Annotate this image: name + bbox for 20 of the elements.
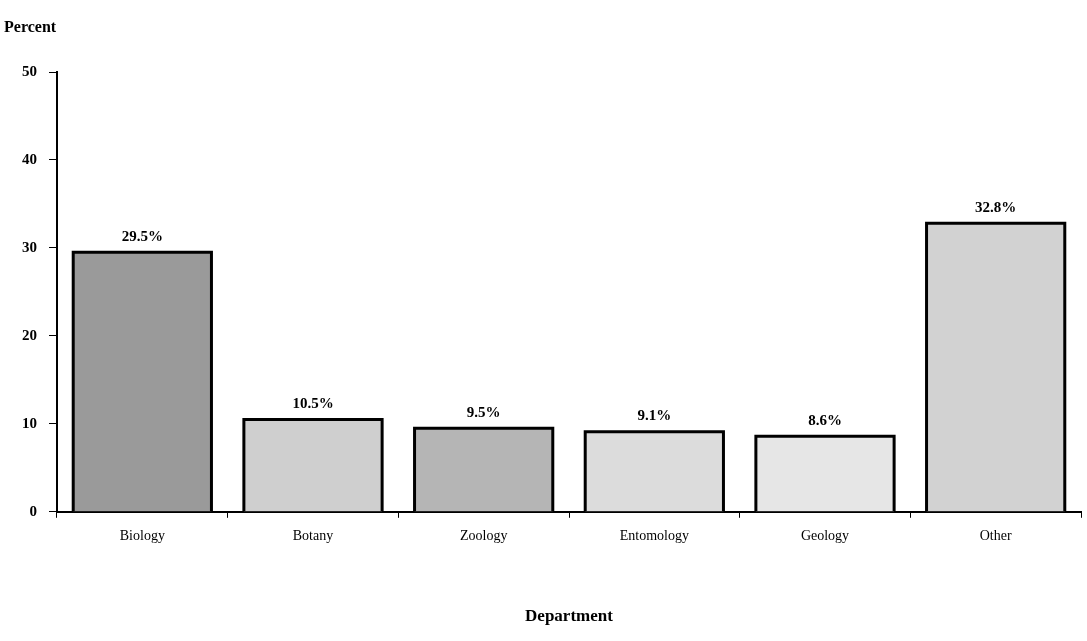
y-tick-label: 50 — [22, 62, 37, 79]
y-tick-label: 40 — [22, 150, 37, 167]
y-tick-label: 10 — [22, 414, 37, 431]
x-tick-label: Zoology — [459, 527, 508, 543]
data-label: 29.5% — [121, 227, 163, 244]
y-tick-label: 0 — [29, 502, 37, 519]
x-tick-label: Botany — [292, 527, 334, 543]
data-label: 10.5% — [292, 394, 334, 411]
data-label: 8.6% — [808, 411, 842, 428]
x-tick-label: Geology — [800, 527, 850, 543]
y-tick-label: 30 — [22, 238, 37, 255]
x-axis-title: Department — [525, 606, 614, 626]
x-tick-label: Other — [979, 527, 1012, 543]
x-tick-label: Entomology — [619, 527, 689, 543]
data-label: 9.5% — [466, 403, 501, 420]
data-label: 32.8% — [975, 198, 1017, 215]
y-axis-title: Percent — [4, 18, 57, 36]
data-label: 9.1% — [637, 407, 672, 424]
x-tick-label: Biology — [119, 527, 165, 543]
y-tick-label: 20 — [22, 326, 37, 343]
